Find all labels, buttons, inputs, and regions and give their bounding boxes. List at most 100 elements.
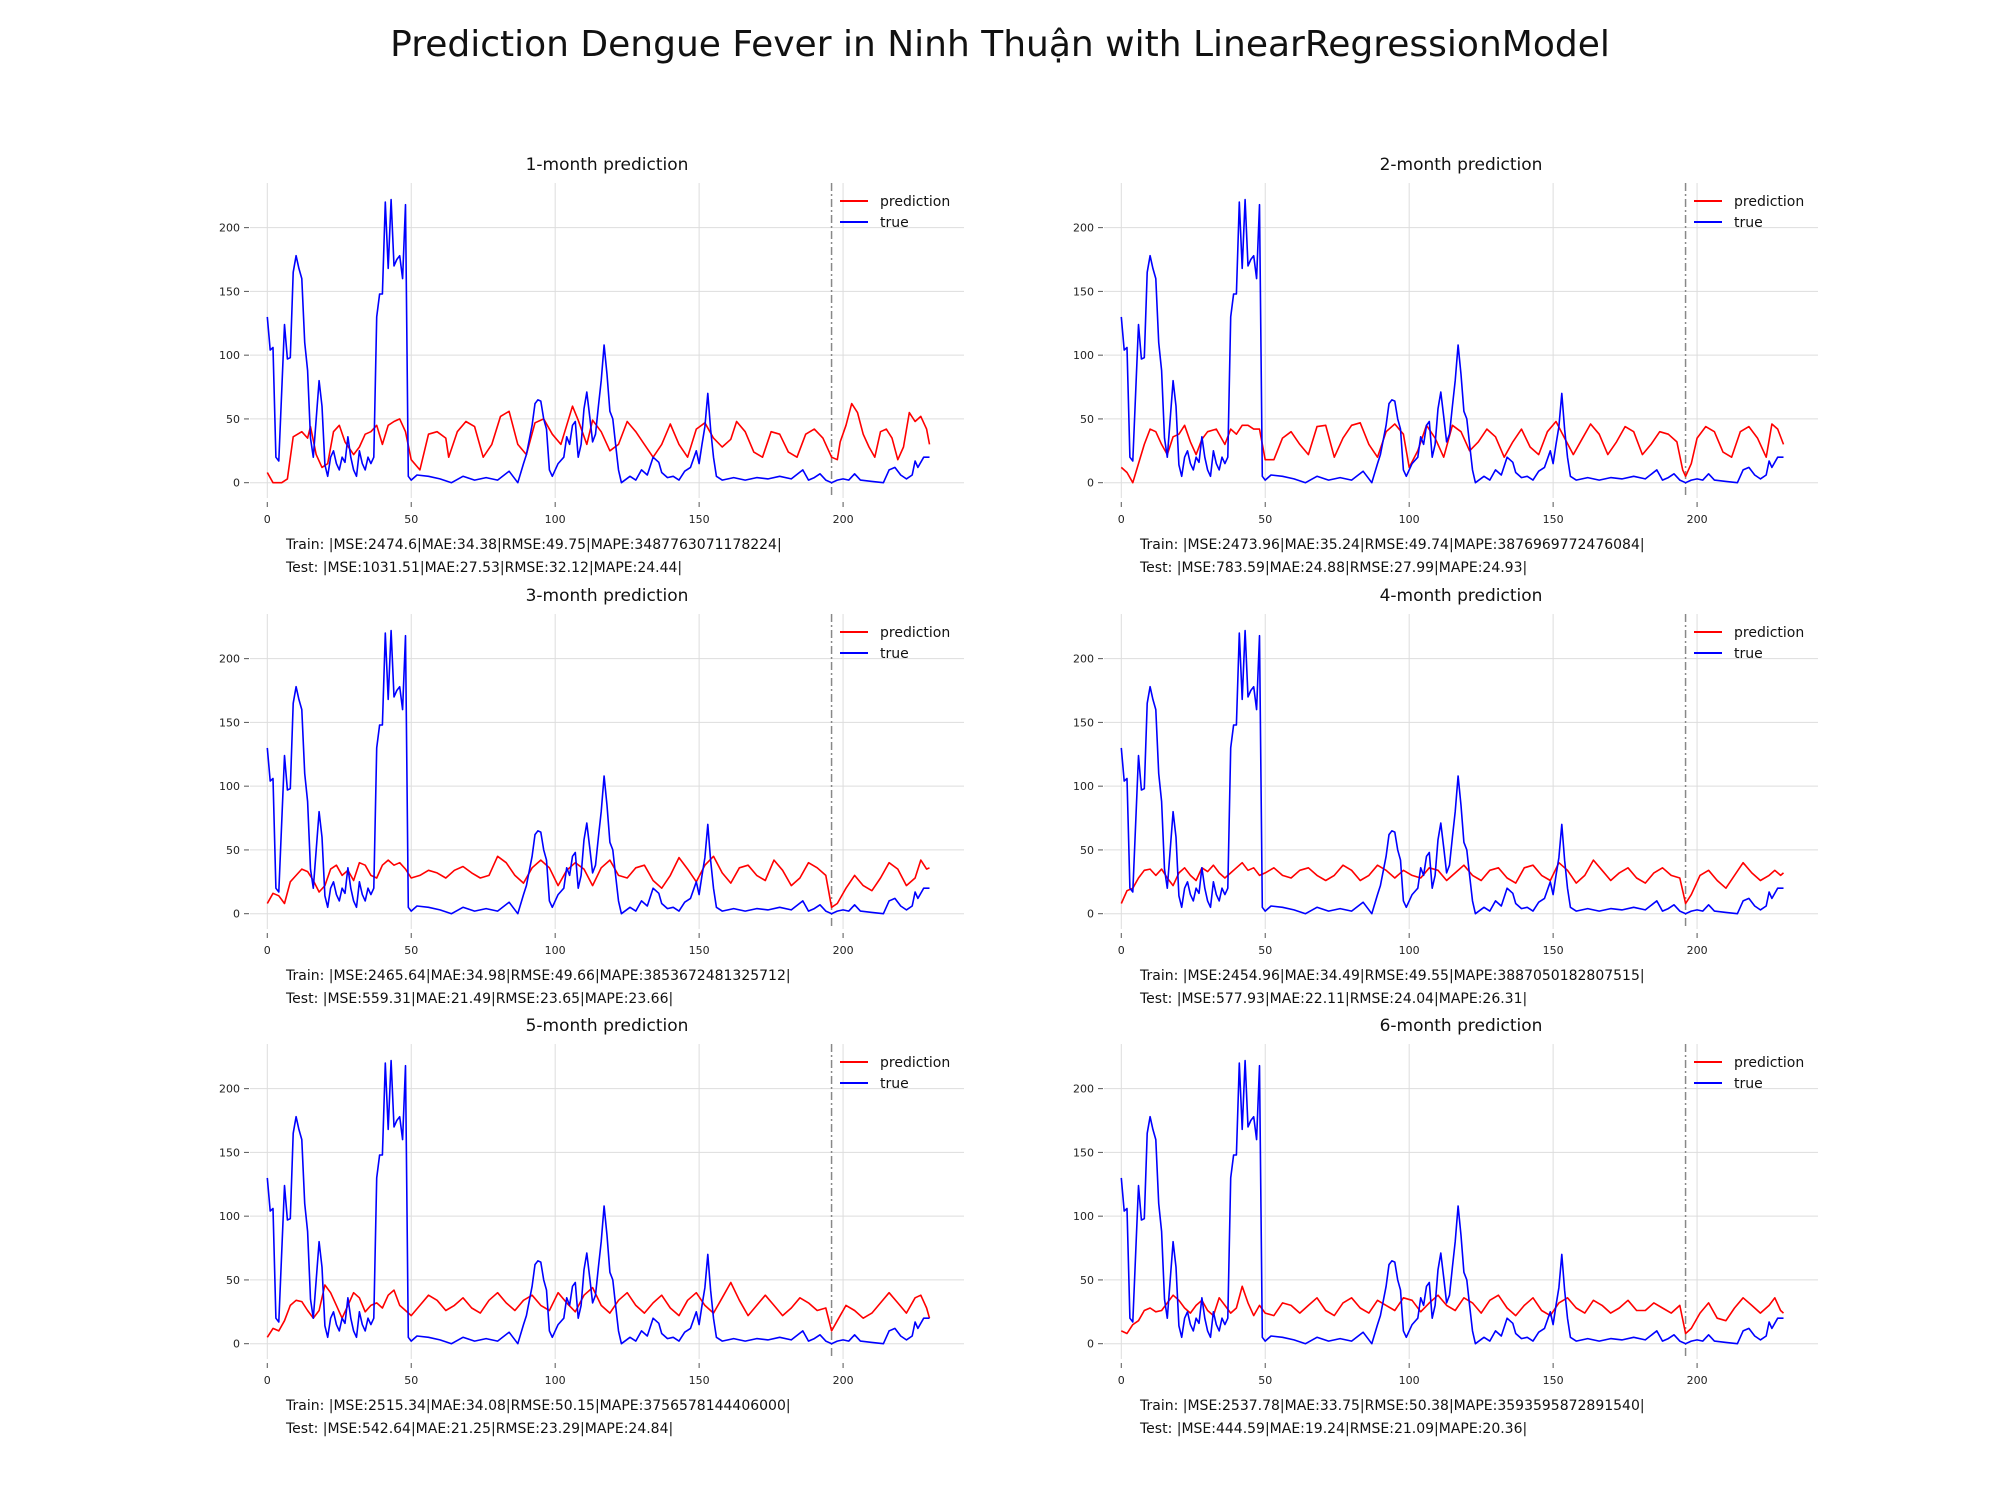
- chart-panel-5: 0 50 100 150 200 0 50 100 150 200 5-month predicti…: [219, 1016, 964, 1437]
- x-tick-label: 50: [404, 944, 418, 957]
- x-tick-label: 0: [1118, 944, 1125, 957]
- x-tick-label: 200: [833, 513, 854, 526]
- x-tick-label: 200: [1687, 1374, 1708, 1387]
- chart-panel-3: 0 50 100 150 200 0 50 100 150 200 3-month predicti…: [219, 586, 964, 1007]
- x-tick-label: 100: [1399, 1374, 1420, 1387]
- x-tick-label: 100: [1399, 513, 1420, 526]
- y-tick-label: 50: [226, 413, 240, 426]
- x-tick-label: 50: [404, 513, 418, 526]
- x-tick-label: 200: [1687, 944, 1708, 957]
- legend-label-prediction: prediction: [880, 625, 950, 641]
- y-tick-label: 0: [1087, 1338, 1094, 1351]
- y-tick-label: 100: [219, 1210, 240, 1223]
- chart-panel-2: 0 50 100 150 200 0 50 100 150 200 2-month predicti…: [1073, 155, 1818, 576]
- y-tick-label: 0: [1087, 477, 1094, 490]
- series-line-prediction: [1120, 1285, 1785, 1335]
- train-metrics: Train: |MSE:2473.96|MAE:35.24|RMSE:49.74…: [1139, 537, 1645, 553]
- chart-panel-4: 0 50 100 150 200 0 50 100 150 200 4-month predicti…: [1073, 586, 1818, 1007]
- x-tick-label: 150: [1543, 513, 1564, 526]
- y-tick-label: 100: [1073, 349, 1094, 362]
- legend-label-prediction: prediction: [1734, 194, 1804, 210]
- legend-label-prediction: prediction: [880, 194, 950, 210]
- train-metrics: Train: |MSE:2515.34|MAE:34.08|RMSE:50.15…: [285, 1398, 791, 1414]
- y-tick-label: 150: [1073, 716, 1094, 729]
- series-line-prediction: [1120, 859, 1785, 905]
- x-tick-label: 200: [833, 1374, 854, 1387]
- test-metrics: Test: |MSE:1031.51|MAE:27.53|RMSE:32.12|…: [285, 560, 682, 576]
- test-metrics: Test: |MSE:444.59|MAE:19.24|RMSE:21.09|M…: [1139, 1421, 1527, 1437]
- x-tick-label: 100: [545, 513, 566, 526]
- figure-title: Prediction Dengue Fever in Ninh Thuận wi…: [390, 24, 1610, 65]
- train-metrics: Train: |MSE:2454.96|MAE:34.49|RMSE:49.55…: [1139, 968, 1645, 984]
- panel-title: 4-month prediction: [1380, 586, 1543, 606]
- x-tick-label: 200: [1687, 513, 1708, 526]
- y-tick-label: 100: [1073, 780, 1094, 793]
- legend: prediction true: [840, 1055, 950, 1092]
- legend-label-prediction: prediction: [880, 1055, 950, 1071]
- y-tick-label: 50: [1080, 413, 1094, 426]
- y-tick-label: 150: [219, 285, 240, 298]
- legend-label-prediction: prediction: [1734, 1055, 1804, 1071]
- train-metrics: Train: |MSE:2537.78|MAE:33.75|RMSE:50.38…: [1139, 1398, 1645, 1414]
- legend-label-true: true: [880, 1076, 909, 1092]
- y-tick-label: 0: [233, 477, 240, 490]
- series-line-true: [1120, 198, 1784, 484]
- train-metrics: Train: |MSE:2465.64|MAE:34.98|RMSE:49.66…: [285, 968, 791, 984]
- series-line-prediction: [1120, 420, 1785, 484]
- test-metrics: Test: |MSE:542.64|MAE:21.25|RMSE:23.29|M…: [285, 1421, 673, 1437]
- x-tick-label: 150: [689, 1374, 710, 1387]
- legend-label-prediction: prediction: [1734, 625, 1804, 641]
- y-tick-label: 50: [226, 844, 240, 857]
- y-tick-label: 200: [219, 222, 240, 235]
- series-line-true: [266, 1059, 930, 1345]
- x-tick-label: 0: [264, 944, 271, 957]
- y-tick-label: 200: [219, 653, 240, 666]
- series-line-true: [266, 629, 930, 915]
- y-tick-label: 100: [219, 780, 240, 793]
- legend: prediction true: [1694, 194, 1804, 231]
- y-tick-label: 50: [1080, 844, 1094, 857]
- x-tick-label: 100: [1399, 944, 1420, 957]
- y-tick-label: 100: [1073, 1210, 1094, 1223]
- series-line-prediction: [266, 402, 931, 484]
- y-tick-label: 0: [1087, 908, 1094, 921]
- x-tick-label: 100: [545, 944, 566, 957]
- x-tick-label: 150: [689, 513, 710, 526]
- panel-title: 2-month prediction: [1380, 155, 1543, 175]
- panel-title: 6-month prediction: [1380, 1016, 1543, 1036]
- y-tick-label: 200: [1073, 1083, 1094, 1096]
- y-tick-label: 200: [1073, 222, 1094, 235]
- x-tick-label: 0: [1118, 1374, 1125, 1387]
- legend-label-true: true: [1734, 1076, 1763, 1092]
- y-tick-label: 0: [233, 908, 240, 921]
- y-tick-label: 150: [1073, 285, 1094, 298]
- x-tick-label: 50: [404, 1374, 418, 1387]
- y-tick-label: 200: [1073, 653, 1094, 666]
- legend: prediction true: [1694, 1055, 1804, 1092]
- x-tick-label: 0: [1118, 513, 1125, 526]
- legend-label-true: true: [1734, 646, 1763, 662]
- chart-panel-6: 0 50 100 150 200 0 50 100 150 200 6-month predicti…: [1073, 1016, 1818, 1437]
- series-line-true: [1120, 629, 1784, 915]
- y-tick-label: 150: [219, 716, 240, 729]
- x-tick-label: 0: [264, 513, 271, 526]
- x-tick-label: 0: [264, 1374, 271, 1387]
- test-metrics: Test: |MSE:577.93|MAE:22.11|RMSE:24.04|M…: [1139, 991, 1527, 1007]
- y-tick-label: 50: [226, 1274, 240, 1287]
- legend: prediction true: [1694, 625, 1804, 662]
- x-tick-label: 150: [689, 944, 710, 957]
- series-line-true: [266, 198, 930, 484]
- x-tick-label: 200: [833, 944, 854, 957]
- chart-panel-1: 0 50 100 150 200 0 50 100 150 200 1-month predicti…: [219, 155, 964, 576]
- y-tick-label: 50: [1080, 1274, 1094, 1287]
- x-tick-label: 150: [1543, 1374, 1564, 1387]
- test-metrics: Test: |MSE:783.59|MAE:24.88|RMSE:27.99|M…: [1139, 560, 1527, 576]
- legend-label-true: true: [1734, 215, 1763, 231]
- x-tick-label: 50: [1258, 1374, 1272, 1387]
- x-tick-label: 50: [1258, 513, 1272, 526]
- legend: prediction true: [840, 625, 950, 662]
- x-tick-label: 50: [1258, 944, 1272, 957]
- panel-title: 5-month prediction: [526, 1016, 689, 1036]
- legend: prediction true: [840, 194, 950, 231]
